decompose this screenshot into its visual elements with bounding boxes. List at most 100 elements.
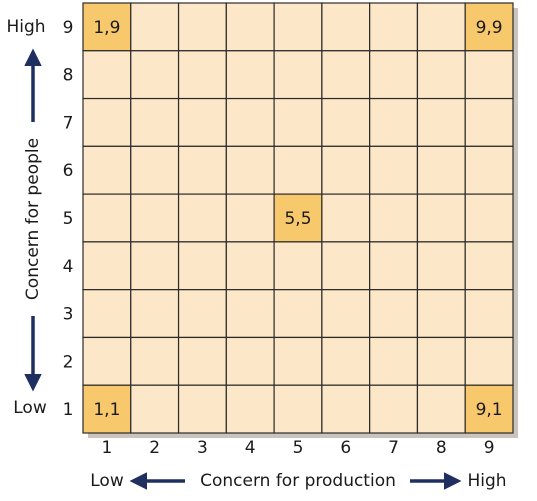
grid-cell xyxy=(464,193,514,243)
grid-cell xyxy=(273,97,323,147)
grid-cell xyxy=(464,289,514,339)
grid-cell xyxy=(416,336,466,386)
grid-cell xyxy=(369,193,419,243)
grid-cell xyxy=(321,241,371,291)
grid-cell xyxy=(273,241,323,291)
grid-cell xyxy=(416,289,466,339)
grid-cell xyxy=(130,145,180,195)
grid-cell xyxy=(225,241,275,291)
row-label: 7 xyxy=(63,113,74,133)
grid-cell xyxy=(273,336,323,386)
grid-cell xyxy=(321,97,371,147)
grid-cell xyxy=(82,50,132,100)
grid-cell xyxy=(464,241,514,291)
grid-cell xyxy=(321,193,371,243)
grid-cell xyxy=(177,50,227,100)
grid-cell xyxy=(321,336,371,386)
x-low-label: Low xyxy=(90,471,124,491)
grid-cells xyxy=(82,2,514,434)
grid-cell xyxy=(321,289,371,339)
grid-cell xyxy=(416,97,466,147)
grid-cell xyxy=(464,336,514,386)
column-label: 9 xyxy=(484,438,495,458)
row-label: 1 xyxy=(63,400,74,420)
column-label: 4 xyxy=(245,438,256,458)
grid-cell xyxy=(225,2,275,52)
grid-cell xyxy=(321,50,371,100)
cell-label: 1,1 xyxy=(93,400,120,420)
highlighted-cell xyxy=(82,384,132,434)
grid-cell xyxy=(369,241,419,291)
grid-cell xyxy=(369,2,419,52)
x-high-label: High xyxy=(467,471,506,491)
column-label: 7 xyxy=(388,438,399,458)
column-label: 8 xyxy=(436,438,447,458)
cell-label: 9,9 xyxy=(476,18,503,38)
grid-cell xyxy=(369,336,419,386)
grid-cell xyxy=(82,241,132,291)
cell-label: 9,1 xyxy=(476,400,503,420)
grid-cell xyxy=(130,97,180,147)
grid-cell xyxy=(273,50,323,100)
grid-cell xyxy=(464,97,514,147)
grid-cell xyxy=(82,97,132,147)
grid-cell xyxy=(225,384,275,434)
grid-cell xyxy=(369,145,419,195)
grid-cell xyxy=(82,336,132,386)
cell-label: 5,5 xyxy=(284,209,311,229)
grid-cell xyxy=(416,241,466,291)
grid-cell xyxy=(321,2,371,52)
y-low-label: Low xyxy=(13,398,47,418)
grid-cell xyxy=(82,193,132,243)
grid-cell xyxy=(416,50,466,100)
grid-cell xyxy=(177,145,227,195)
highlighted-cell xyxy=(464,384,514,434)
grid-cell xyxy=(369,384,419,434)
grid-cell xyxy=(82,145,132,195)
grid-cell xyxy=(416,384,466,434)
grid-cell xyxy=(130,336,180,386)
grid-cell xyxy=(177,241,227,291)
row-label: 3 xyxy=(63,305,74,325)
highlighted-cell xyxy=(82,2,132,52)
grid-cell xyxy=(177,289,227,339)
grid-cell xyxy=(177,384,227,434)
grid-cell xyxy=(130,241,180,291)
grid-cell xyxy=(130,289,180,339)
row-label: 4 xyxy=(63,257,74,277)
grid-cell xyxy=(130,384,180,434)
column-label: 6 xyxy=(340,438,351,458)
grid-cell xyxy=(82,289,132,339)
grid-cell xyxy=(369,50,419,100)
grid-cell xyxy=(225,145,275,195)
row-label: 6 xyxy=(63,161,74,181)
grid-cell xyxy=(177,97,227,147)
row-label: 9 xyxy=(63,18,74,38)
grid-cell xyxy=(225,336,275,386)
y-axis-title: Concern for people xyxy=(23,138,43,300)
highlighted-cell xyxy=(273,193,323,243)
grid-cell xyxy=(464,50,514,100)
grid-cell xyxy=(130,2,180,52)
cell-label: 1,9 xyxy=(93,18,120,38)
grid-cell xyxy=(416,2,466,52)
column-label: 2 xyxy=(149,438,160,458)
grid-cell xyxy=(130,193,180,243)
column-label: 3 xyxy=(197,438,208,458)
grid-cell xyxy=(177,336,227,386)
row-label: 5 xyxy=(63,209,74,229)
grid-cell xyxy=(273,289,323,339)
grid-cell xyxy=(225,193,275,243)
grid-cell xyxy=(177,2,227,52)
row-label: 8 xyxy=(63,66,74,86)
grid-cell xyxy=(225,50,275,100)
grid-cell xyxy=(130,50,180,100)
grid-cell xyxy=(177,193,227,243)
grid-cell xyxy=(225,97,275,147)
grid-cell xyxy=(273,2,323,52)
grid-cell xyxy=(464,145,514,195)
x-axis-title: Concern for production xyxy=(200,471,396,491)
column-label: 5 xyxy=(293,438,304,458)
